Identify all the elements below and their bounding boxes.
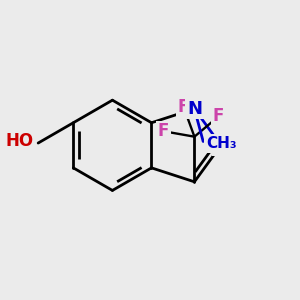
Text: HO: HO [5, 132, 34, 150]
Text: N: N [187, 100, 202, 118]
Text: F: F [158, 122, 169, 140]
Text: N: N [213, 136, 228, 154]
Text: F: F [213, 107, 224, 125]
Text: CH₃: CH₃ [206, 136, 237, 151]
Text: F: F [178, 98, 189, 116]
